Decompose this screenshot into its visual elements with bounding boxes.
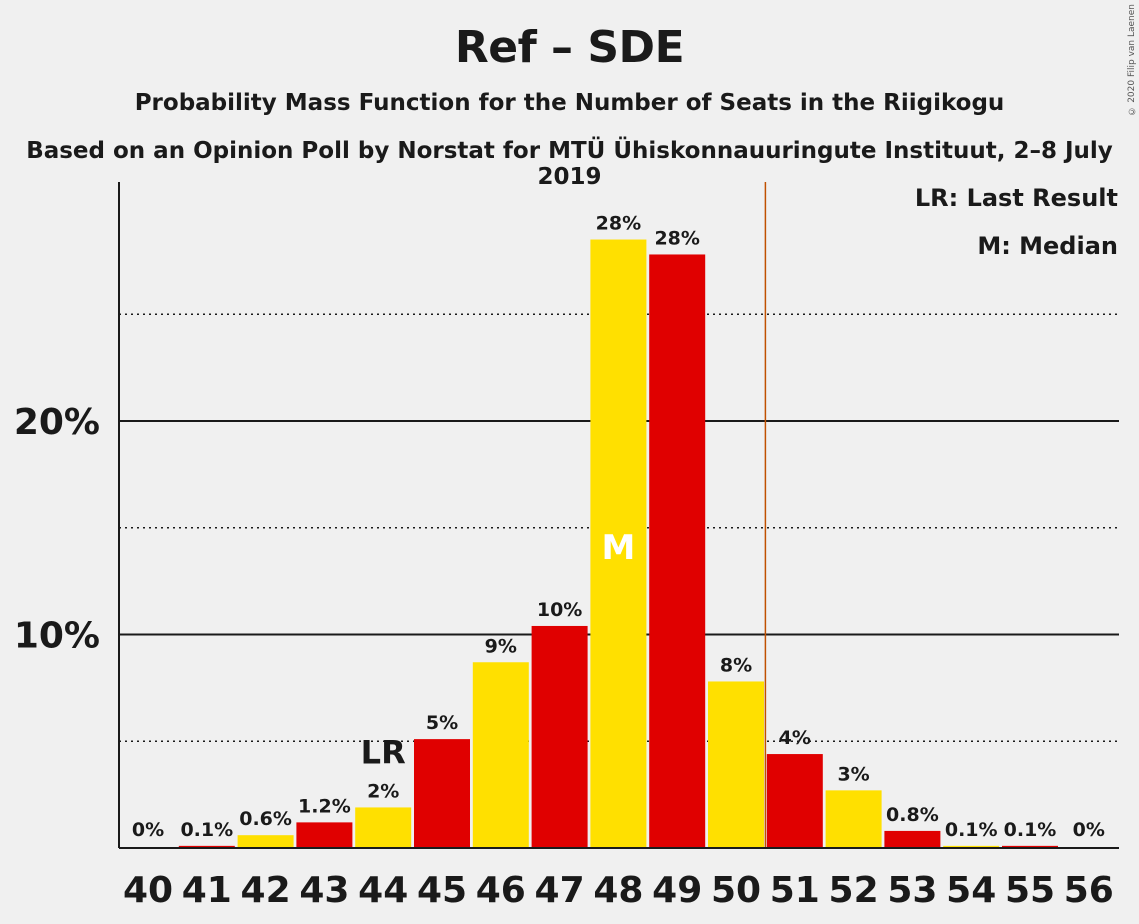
value-label-40: 0% [132, 819, 164, 841]
value-label-51: 4% [779, 727, 811, 749]
bar-54 [943, 845, 1000, 848]
x-tick-label-52: 52 [829, 870, 879, 911]
bar-53 [884, 830, 941, 848]
value-label-42: 0.6% [239, 808, 292, 830]
value-label-44: 2% [367, 780, 399, 802]
x-tick-label-40: 40 [123, 870, 173, 911]
chart-source-subtitle: Based on an Opinion Poll by Norstat for … [26, 138, 1113, 190]
last-result-marker: LR [361, 733, 406, 771]
value-label-43: 1.2% [298, 795, 351, 817]
bar-51 [766, 754, 823, 848]
value-label-49: 28% [654, 227, 699, 249]
x-tick-label-41: 41 [182, 870, 232, 911]
bar-49 [649, 254, 706, 849]
bar-42 [237, 835, 294, 848]
x-tick-label-56: 56 [1064, 870, 1114, 911]
x-tick-label-48: 48 [593, 870, 643, 911]
x-tick-label-43: 43 [299, 870, 349, 911]
median-marker: M [601, 528, 635, 568]
chart-subtitle: Probability Mass Function for the Number… [134, 90, 1005, 116]
value-label-48: 28% [596, 213, 641, 235]
value-label-55: 0.1% [1004, 819, 1057, 841]
value-label-45: 5% [426, 712, 458, 734]
value-label-47: 10% [537, 599, 582, 621]
bar-50 [708, 681, 764, 848]
x-tick-label-46: 46 [476, 870, 526, 911]
legend-median: M: Median [977, 232, 1118, 260]
x-tick-label-47: 47 [535, 870, 585, 911]
x-tick-label-53: 53 [887, 870, 937, 911]
y-tick-label-1: 20% [14, 402, 100, 443]
value-label-52: 3% [837, 763, 869, 785]
bar-43 [296, 822, 353, 848]
value-label-56: 0% [1073, 819, 1105, 841]
x-tick-label-54: 54 [946, 870, 996, 911]
y-tick-label-0: 10% [14, 616, 100, 657]
value-label-54: 0.1% [945, 819, 998, 841]
x-tick-label-44: 44 [358, 870, 408, 911]
x-tick-label-50: 50 [711, 870, 761, 911]
bar-41 [178, 845, 235, 848]
legend-last-result: LR: Last Result [914, 184, 1118, 212]
value-label-53: 0.8% [886, 804, 939, 826]
chart-title: Ref – SDE [454, 22, 685, 73]
x-tick-label-49: 49 [652, 870, 702, 911]
value-label-46: 9% [485, 635, 517, 657]
value-label-50: 8% [720, 654, 752, 676]
x-tick-label-55: 55 [1005, 870, 1055, 911]
bar-47 [531, 625, 588, 848]
bar-48 [590, 239, 647, 848]
value-label-41: 0.1% [180, 819, 233, 841]
x-tick-label-51: 51 [770, 870, 820, 911]
bar-44 [355, 807, 412, 848]
bar-46 [472, 662, 529, 848]
bar-52 [825, 790, 882, 848]
x-tick-label-45: 45 [417, 870, 467, 911]
bar-55 [1002, 845, 1058, 848]
x-tick-label-42: 42 [241, 870, 291, 911]
bar-45 [414, 739, 470, 848]
